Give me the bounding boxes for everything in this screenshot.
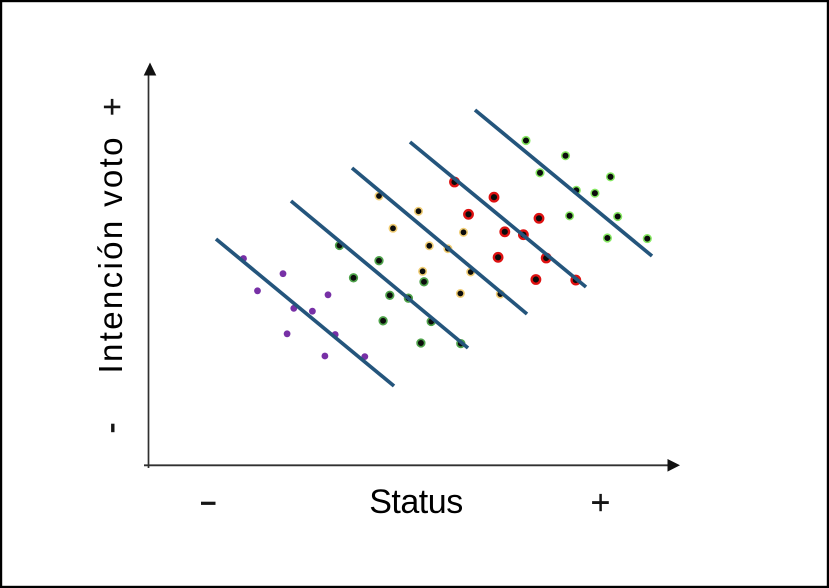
svg-text:Status: Status xyxy=(369,483,463,521)
svg-text:Intención voto: Intención voto xyxy=(92,138,129,374)
